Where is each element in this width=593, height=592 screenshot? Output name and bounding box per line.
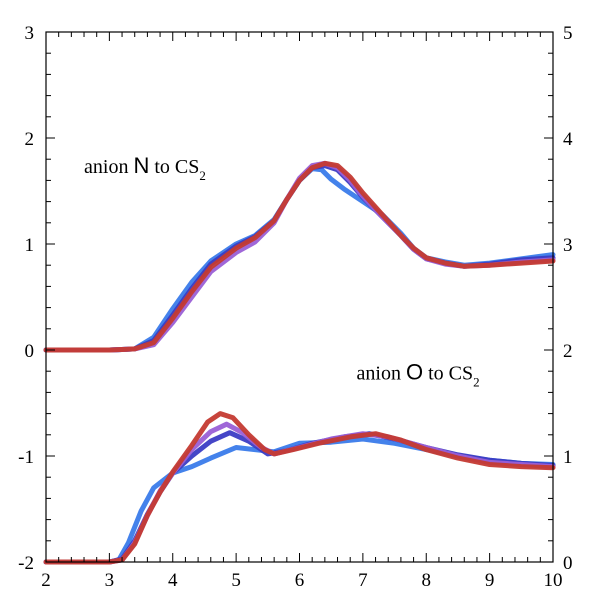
y2-tick-label: 0 [563,553,573,574]
x-tick-label: 7 [358,570,368,591]
y-tick-label: -2 [18,553,34,574]
y2-tick-label: 4 [563,129,573,150]
tick-layer: 2 3 4 5 6 7 8 9 10 -2 -1 0 1 2 3 0 1 2 3 4 5 [18,23,573,591]
x-tick-label: 5 [231,570,241,591]
y2-tick-label: 1 [563,447,573,468]
y-tick-label: -1 [18,447,34,468]
series-line-o-2 [43,430,556,565]
y2-tick-label: 2 [563,341,573,362]
y2-tick-label: 5 [563,23,573,44]
series-line-n-4 [43,160,556,353]
y-tick-label: 1 [25,235,35,256]
x-tick-label: 9 [485,570,495,591]
x-tick-label: 6 [295,570,305,591]
label-layer: anion N to CS2 anion O to CS2 [84,153,480,390]
x-tick-label: 8 [422,570,432,591]
y-tick-label: 0 [25,341,35,362]
series-line-n-1 [43,166,556,353]
x-tick-label: 2 [41,570,51,591]
x-tick-label: 10 [544,570,563,591]
plot-frame [45,31,554,563]
series-line-n-2 [43,163,556,353]
y2-tick-label: 3 [563,235,573,256]
annotation-o: anion O to CS2 [357,360,480,390]
annotation-n: anion N to CS2 [84,153,206,183]
series-layer [43,160,556,565]
y-tick-label: 2 [25,129,35,150]
series-line-o-4 [43,411,556,565]
y-tick-label: 3 [25,23,35,44]
x-tick-label: 3 [105,570,115,591]
x-tick-label: 4 [168,570,178,591]
series-line-n-3 [43,160,556,353]
